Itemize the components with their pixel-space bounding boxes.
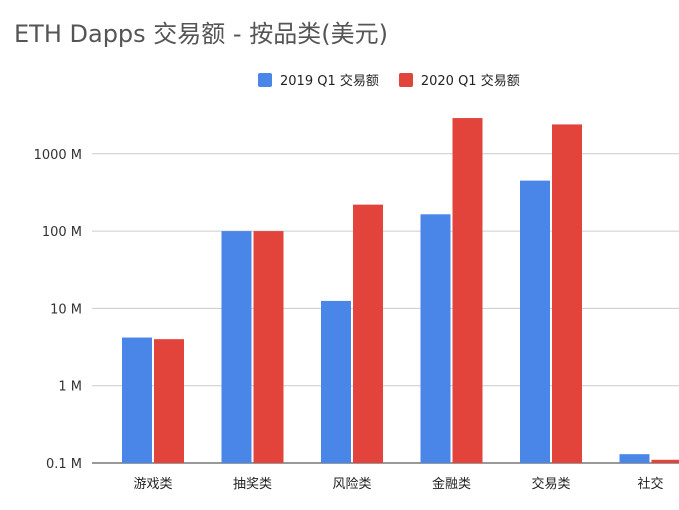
bar-2019-0	[122, 337, 152, 463]
y-tick-label: 1000 M	[34, 148, 82, 163]
legend-swatch-2019	[258, 72, 272, 87]
chart-title: ETH Dapps 交易额 - 按品类(美元)	[14, 20, 388, 48]
y-tick-label: 0.1 M	[46, 457, 82, 472]
bar-2020-2	[353, 204, 383, 463]
bar-2019-5	[619, 454, 650, 463]
bar-2020-0	[154, 339, 184, 463]
legend: 2019 Q1 交易额 2020 Q1 交易额	[258, 70, 520, 89]
bar-2019-3	[420, 214, 451, 463]
y-tick-label: 10 M	[50, 302, 82, 317]
legend-swatch-2020	[398, 72, 413, 87]
x-tick-label: 抽奖类	[233, 477, 272, 492]
bar-2020-1	[253, 231, 284, 463]
bar-2020-4	[552, 124, 582, 463]
legend-item-2020: 2020 Q1 交易额	[398, 70, 520, 89]
legend-label-2019: 2019 Q1 交易额	[280, 74, 379, 89]
bar-2020-5	[651, 459, 679, 463]
legend-label-2020: 2020 Q1 交易额	[420, 74, 520, 89]
x-tick-label: 风险类	[332, 477, 371, 492]
bar-2020-3	[452, 118, 483, 463]
x-tick-label: 游戏类	[133, 477, 172, 492]
bar-2019-4	[520, 180, 550, 463]
x-tick-label: 社交	[637, 476, 663, 492]
legend-item-2019: 2019 Q1 交易额	[258, 70, 379, 89]
y-tick-label: 1 M	[58, 380, 82, 395]
y-tick-label: 100 M	[42, 225, 82, 240]
bar-2019-1	[221, 231, 252, 463]
x-tick-label: 交易类	[531, 476, 570, 492]
x-tick-label: 金融类	[432, 476, 471, 492]
bar-2019-2	[321, 300, 351, 463]
